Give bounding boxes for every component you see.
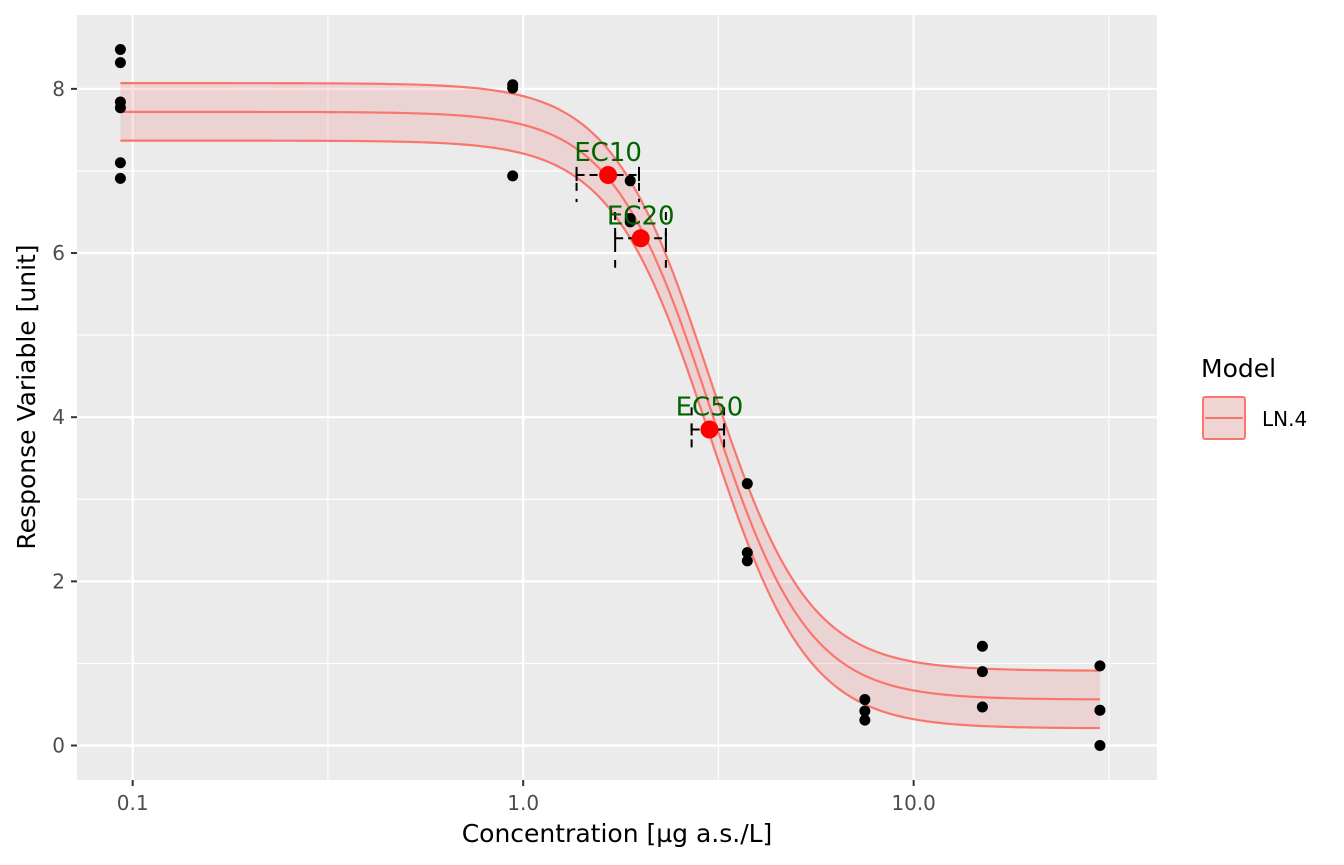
minor-gridlines — [77, 15, 1157, 780]
observation-point — [859, 694, 871, 706]
y-tick-label: 2 — [52, 569, 65, 593]
effect-concentration-markers: EC10 EC20 EC50 — [574, 138, 744, 455]
ec-point — [599, 166, 618, 185]
observation-point — [1094, 704, 1106, 716]
observation-point — [114, 172, 126, 184]
lower-band-line — [120, 139, 1100, 730]
ec-label: EC20 — [607, 201, 675, 231]
observation-point — [741, 547, 753, 559]
observation-point — [624, 175, 636, 187]
observation-point — [507, 170, 519, 182]
observation-point — [976, 701, 988, 713]
ec-point — [700, 420, 719, 439]
legend-key-ln4 — [1202, 396, 1246, 440]
observation-point — [976, 640, 988, 652]
ec-marker-ec50: EC50 — [676, 393, 744, 455]
observation-point — [741, 478, 753, 490]
observation-point — [741, 555, 753, 567]
legend-label-ln4: LN.4 — [1262, 407, 1307, 431]
plot-panel — [77, 15, 1157, 780]
ec-marker-ec10: EC10 — [574, 138, 642, 203]
observation-point — [114, 102, 126, 114]
ec-marker-ec20: EC20 — [607, 201, 675, 268]
y-axis-title: Response Variable [unit] — [12, 244, 41, 549]
y-tick-label: 6 — [52, 241, 65, 265]
observation-point — [976, 666, 988, 678]
y-tick-label: 4 — [52, 405, 65, 429]
observation-point — [859, 714, 871, 726]
observation-point — [114, 57, 126, 69]
observation-point — [624, 216, 636, 228]
ec-point — [631, 229, 650, 248]
observation-point — [1094, 660, 1106, 672]
major-gridlines — [77, 15, 1157, 780]
x-axis-title: Concentration [µg a.s./L] — [462, 819, 773, 848]
ec-label: EC50 — [676, 393, 744, 423]
observation-points — [114, 43, 1106, 752]
observation-point — [507, 82, 519, 94]
observation-point — [1094, 740, 1106, 752]
upper-band-line — [120, 82, 1100, 672]
legend-title: Model — [1201, 354, 1276, 383]
observation-point — [114, 43, 126, 55]
x-tick-label: 1.0 — [507, 791, 539, 815]
x-tick-label: 10.0 — [891, 791, 936, 815]
y-tick-label: 8 — [52, 77, 65, 101]
y-axis-ticks: 0 2 4 6 8 — [52, 77, 77, 758]
y-tick-label: 0 — [52, 734, 65, 758]
x-axis-ticks: 0.1 1.0 10.0 — [117, 780, 936, 815]
x-tick-label: 0.1 — [117, 791, 149, 815]
observation-point — [114, 157, 126, 169]
observation-point — [859, 705, 871, 717]
ec-label: EC10 — [574, 138, 642, 168]
legend: Model LN.4 — [1201, 354, 1307, 440]
